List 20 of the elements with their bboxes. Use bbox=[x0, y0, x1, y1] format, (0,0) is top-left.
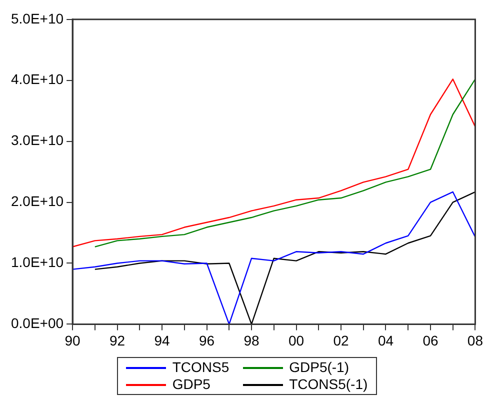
y-tick-label: 4.0E+10 bbox=[10, 71, 64, 88]
x-tick-label: 94 bbox=[154, 332, 170, 348]
legend-label: GDP5 bbox=[172, 376, 210, 393]
legend-label: GDP5(-1) bbox=[289, 359, 350, 376]
x-tick-label: 92 bbox=[110, 332, 126, 348]
x-tick-label: 04 bbox=[378, 332, 394, 348]
legend-label: TCONS5(-1) bbox=[289, 376, 368, 393]
x-tick-label: 96 bbox=[198, 332, 215, 348]
y-tick-label: 5.0E+10 bbox=[10, 10, 64, 26]
x-tick-label: 98 bbox=[244, 332, 260, 348]
y-tick-label: 2.0E+10 bbox=[10, 193, 64, 210]
x-tick-label: 02 bbox=[333, 332, 349, 348]
x-tick-label: 90 bbox=[64, 332, 81, 348]
x-tick-label: 06 bbox=[422, 332, 438, 348]
y-tick-label: 0.0E+00 bbox=[10, 315, 64, 332]
y-tick-label: 1.0E+10 bbox=[10, 254, 64, 270]
x-tick-label: 00 bbox=[288, 332, 304, 348]
legend-label: TCONS5 bbox=[172, 359, 230, 376]
x-tick-label: 08 bbox=[467, 332, 484, 348]
y-tick-label: 3.0E+10 bbox=[10, 132, 64, 148]
